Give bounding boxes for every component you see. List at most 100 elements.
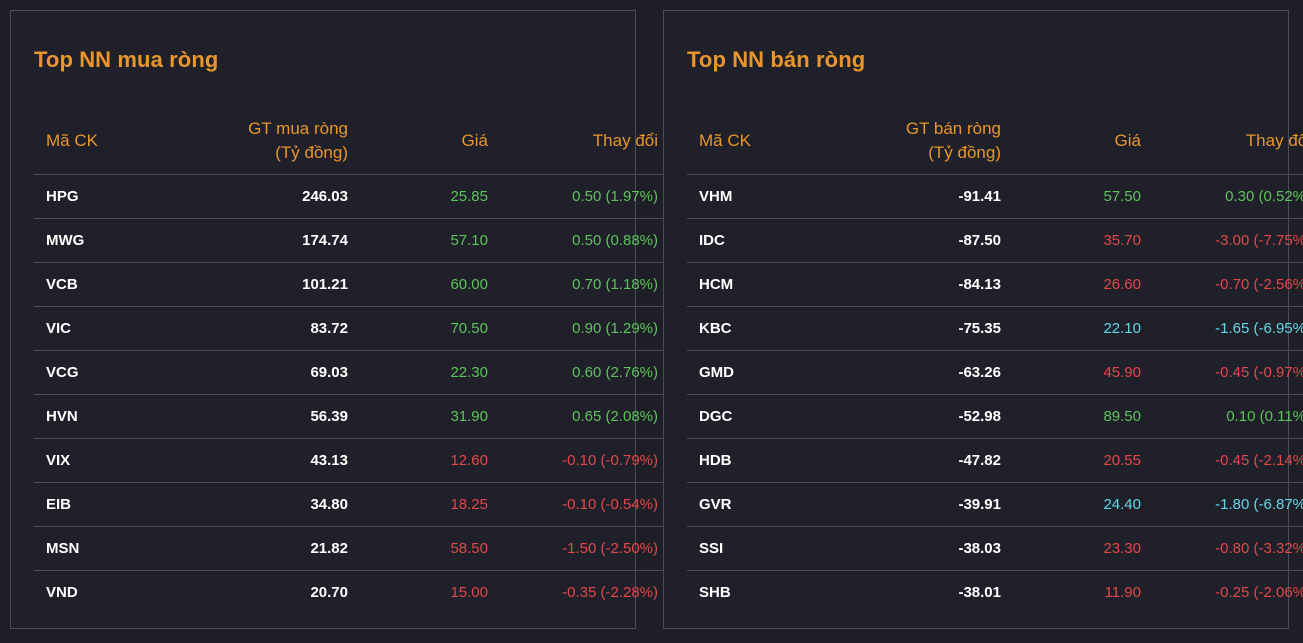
- net-value: -87.50: [827, 218, 1013, 263]
- net-buy-table: Mã CK GT mua ròng (Tỷ đồng) Giá Thay đổi…: [34, 108, 670, 614]
- stock-symbol[interactable]: MSN: [34, 526, 174, 571]
- price-cell: 60.00: [360, 262, 500, 307]
- price-cell: 22.10: [1013, 306, 1153, 351]
- stock-symbol[interactable]: EIB: [34, 482, 174, 527]
- price-cell: 24.40: [1013, 482, 1153, 527]
- stock-symbol[interactable]: GVR: [687, 482, 827, 527]
- stock-symbol[interactable]: VHM: [687, 174, 827, 219]
- stock-symbol[interactable]: SSI: [687, 526, 827, 571]
- net-value: -84.13: [827, 262, 1013, 307]
- change-cell: -1.80 (-6.87%): [1153, 482, 1303, 527]
- table-row[interactable]: GVR -39.91 24.40 -1.80 (-6.87%): [687, 482, 1303, 527]
- stock-symbol[interactable]: VCB: [34, 262, 174, 307]
- column-header-change[interactable]: Thay đổi: [500, 108, 670, 175]
- change-cell: 0.50 (0.88%): [500, 218, 670, 263]
- change-cell: 0.30 (0.52%): [1153, 174, 1303, 219]
- price-cell: 11.90: [1104, 584, 1141, 601]
- stock-symbol[interactable]: VIC: [34, 306, 174, 351]
- stock-symbol[interactable]: DGC: [687, 394, 827, 439]
- table-row[interactable]: DGC -52.98 89.50 0.10 (0.11%): [687, 394, 1303, 439]
- column-header-symbol[interactable]: Mã CK: [687, 108, 827, 175]
- net-value: -47.82: [827, 438, 1013, 483]
- table-row[interactable]: VIC 83.72 70.50 0.90 (1.29%): [34, 306, 670, 351]
- top-net-sell-panel: Top NN bán ròng Mã CK GT bán ròng (Tỷ đồ…: [663, 10, 1303, 629]
- net-value: 101.21: [174, 262, 360, 307]
- change-cell: -0.80 (-3.32%): [1153, 526, 1303, 571]
- stock-symbol[interactable]: VND: [46, 584, 78, 601]
- change-cell: -1.50 (-2.50%): [500, 526, 670, 571]
- price-cell: 58.50: [360, 526, 500, 571]
- column-header-net-sell-value[interactable]: GT bán ròng (Tỷ đồng): [827, 108, 1013, 175]
- price-cell: 15.00: [450, 584, 488, 601]
- net-value: 69.03: [174, 350, 360, 395]
- net-sell-table-body: VHM -91.41 57.50 0.30 (0.52%) IDC -87.50 35.70…: [687, 174, 1303, 615]
- stock-symbol[interactable]: KBC: [687, 306, 827, 351]
- change-cell: 0.60 (2.76%): [500, 350, 670, 395]
- table-row[interactable]: HPG 246.03 25.85 0.50 (1.97%): [34, 174, 670, 219]
- table-row[interactable]: SHB -38.01 11.90 -0.25 (-2.06%): [687, 571, 1303, 615]
- table-row[interactable]: KBC -75.35 22.10 -1.65 (-6.95%): [687, 306, 1303, 351]
- stock-symbol[interactable]: MWG: [34, 218, 174, 263]
- panel-title-net-buy: Top NN mua ròng: [34, 47, 219, 72]
- column-header-change[interactable]: Thay đổi: [1153, 108, 1303, 175]
- column-header-symbol[interactable]: Mã CK: [34, 108, 174, 175]
- price-cell: 20.55: [1013, 438, 1153, 483]
- net-value: 246.03: [174, 174, 360, 219]
- net-value: 174.74: [174, 218, 360, 263]
- change-cell: -0.45 (-0.97%): [1153, 350, 1303, 395]
- change-cell: 0.50 (1.97%): [500, 174, 670, 219]
- net-value: -38.03: [827, 526, 1013, 571]
- stock-symbol[interactable]: GMD: [687, 350, 827, 395]
- table-row[interactable]: GMD -63.26 45.90 -0.45 (-0.97%): [687, 350, 1303, 395]
- table-row[interactable]: MSN 21.82 58.50 -1.50 (-2.50%): [34, 526, 670, 571]
- column-header-price[interactable]: Giá: [360, 108, 500, 175]
- change-cell: -0.25 (-2.06%): [1215, 584, 1303, 601]
- change-cell: 0.10 (0.11%): [1153, 394, 1303, 439]
- change-cell: 0.70 (1.18%): [500, 262, 670, 307]
- stock-symbol[interactable]: VIX: [34, 438, 174, 483]
- stock-symbol[interactable]: HCM: [687, 262, 827, 307]
- table-row[interactable]: VHM -91.41 57.50 0.30 (0.52%): [687, 174, 1303, 219]
- stock-symbol[interactable]: HPG: [34, 174, 174, 219]
- table-row[interactable]: VND 20.70 15.00 -0.35 (-2.28%): [34, 571, 670, 615]
- price-cell: 31.90: [360, 394, 500, 439]
- change-cell: -0.35 (-2.28%): [562, 584, 658, 601]
- table-row[interactable]: SSI -38.03 23.30 -0.80 (-3.32%): [687, 526, 1303, 571]
- price-cell: 22.30: [360, 350, 500, 395]
- price-cell: 45.90: [1013, 350, 1153, 395]
- column-header-price[interactable]: Giá: [1013, 108, 1153, 175]
- table-row[interactable]: VIX 43.13 12.60 -0.10 (-0.79%): [34, 438, 670, 483]
- price-cell: 23.30: [1013, 526, 1153, 571]
- price-cell: 18.25: [360, 482, 500, 527]
- stock-symbol[interactable]: HVN: [34, 394, 174, 439]
- table-row[interactable]: HCM -84.13 26.60 -0.70 (-2.56%): [687, 262, 1303, 307]
- change-cell: -0.45 (-2.14%): [1153, 438, 1303, 483]
- table-row[interactable]: EIB 34.80 18.25 -0.10 (-0.54%): [34, 482, 670, 527]
- top-net-buy-panel: Top NN mua ròng Mã CK GT mua ròng (Tỷ đồ…: [10, 10, 670, 629]
- table-row[interactable]: HVN 56.39 31.90 0.65 (2.08%): [34, 394, 670, 439]
- net-value: -75.35: [827, 306, 1013, 351]
- table-row[interactable]: VCB 101.21 60.00 0.70 (1.18%): [34, 262, 670, 307]
- column-header-net-buy-value[interactable]: GT mua ròng (Tỷ đồng): [174, 108, 360, 175]
- net-value: -63.26: [827, 350, 1013, 395]
- table-row[interactable]: VCG 69.03 22.30 0.60 (2.76%): [34, 350, 670, 395]
- table-row[interactable]: IDC -87.50 35.70 -3.00 (-7.75%): [687, 218, 1303, 263]
- table-row[interactable]: HDB -47.82 20.55 -0.45 (-2.14%): [687, 438, 1303, 483]
- price-cell: 70.50: [360, 306, 500, 351]
- change-cell: -1.65 (-6.95%): [1153, 306, 1303, 351]
- change-cell: 0.65 (2.08%): [500, 394, 670, 439]
- stock-symbol[interactable]: VCG: [34, 350, 174, 395]
- table-row[interactable]: MWG 174.74 57.10 0.50 (0.88%): [34, 218, 670, 263]
- net-value: 56.39: [174, 394, 360, 439]
- change-cell: 0.90 (1.29%): [500, 306, 670, 351]
- stock-symbol[interactable]: HDB: [687, 438, 827, 483]
- change-cell: -0.10 (-0.54%): [500, 482, 670, 527]
- price-cell: 89.50: [1013, 394, 1153, 439]
- panel-title-net-sell: Top NN bán ròng: [687, 47, 866, 72]
- change-cell: -0.10 (-0.79%): [500, 438, 670, 483]
- stock-symbol[interactable]: IDC: [687, 218, 827, 263]
- net-value: -91.41: [827, 174, 1013, 219]
- change-cell: -0.70 (-2.56%): [1153, 262, 1303, 307]
- stock-symbol[interactable]: SHB: [699, 584, 731, 601]
- net-buy-table-body: HPG 246.03 25.85 0.50 (1.97%) MWG 174.74 57.10…: [34, 174, 670, 615]
